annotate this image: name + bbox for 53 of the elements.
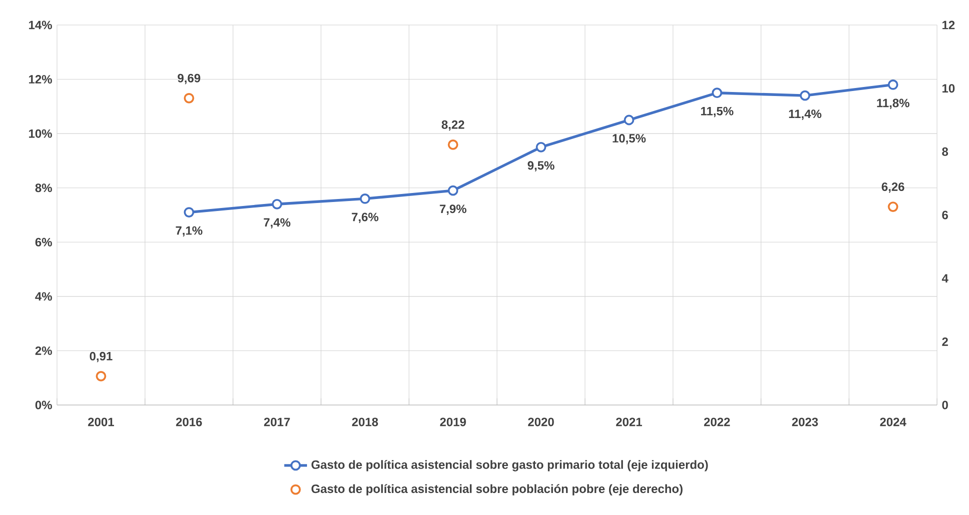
point xyxy=(536,142,546,152)
x-tick-label: 2001 xyxy=(88,418,114,426)
point xyxy=(712,88,722,98)
data-label: 9,69 xyxy=(178,74,200,84)
y-tick-label: 10% xyxy=(29,129,52,138)
data-label: 7,6% xyxy=(352,212,378,223)
point xyxy=(448,139,458,150)
y2-tick-label: 2 xyxy=(942,337,948,346)
y-tick-label: 14% xyxy=(29,20,52,30)
point xyxy=(888,80,898,90)
x-tick-label: 2023 xyxy=(792,418,818,426)
y-tick-label: 6% xyxy=(35,238,52,246)
point xyxy=(624,114,634,126)
data-label: 6,26 xyxy=(882,182,904,193)
x-tick-label: 2020 xyxy=(528,418,554,426)
point xyxy=(888,202,898,212)
x-tick-label: 2022 xyxy=(704,418,730,426)
data-label: 11,5% xyxy=(701,106,734,118)
data-label: 7,9% xyxy=(440,204,466,215)
point xyxy=(448,185,458,196)
x-tick-label: 2019 xyxy=(440,418,466,426)
y-tick-label: 4% xyxy=(35,292,52,301)
x-tick-label: 2016 xyxy=(176,418,202,426)
legend-label: Gasto de política asistencial sobre población pobre (eje derecho) xyxy=(312,484,683,496)
point xyxy=(184,207,194,218)
x-tick-label: 2018 xyxy=(352,418,378,426)
y2-tick-label: 8 xyxy=(942,147,948,156)
data-label: 9,5% xyxy=(528,161,554,172)
y-tick-label: 0% xyxy=(35,400,52,410)
y-tick-label: 12% xyxy=(29,75,52,84)
y2-tick-label: 0 xyxy=(942,400,948,410)
data-label: 11,8% xyxy=(877,98,910,109)
x-tick-label: 2024 xyxy=(880,418,906,426)
data-label: 0,91 xyxy=(90,352,112,362)
data-label: 10,5% xyxy=(612,134,646,144)
data-label: 11,4% xyxy=(789,110,822,120)
point xyxy=(184,92,194,104)
point xyxy=(96,370,106,382)
x-tick-label: 2021 xyxy=(616,418,642,426)
data-label: 7,1% xyxy=(176,226,202,237)
point xyxy=(800,90,810,101)
x-tick-label: 2017 xyxy=(264,418,290,426)
point xyxy=(360,194,370,204)
y2-tick-label: 6 xyxy=(942,210,948,220)
y2-tick-label: 12 xyxy=(942,20,955,30)
point xyxy=(272,198,282,210)
data-label: 7,4% xyxy=(264,218,290,228)
legend-label: Gasto de política asistencial sobre gasto primario total (eje izquierdo) xyxy=(312,460,708,472)
y2-tick-label: 10 xyxy=(942,84,955,93)
y-tick-label: 2% xyxy=(35,346,52,355)
data-label: 8,22 xyxy=(442,120,464,131)
y2-tick-label: 4 xyxy=(942,274,948,282)
y-tick-label: 8% xyxy=(35,184,52,192)
